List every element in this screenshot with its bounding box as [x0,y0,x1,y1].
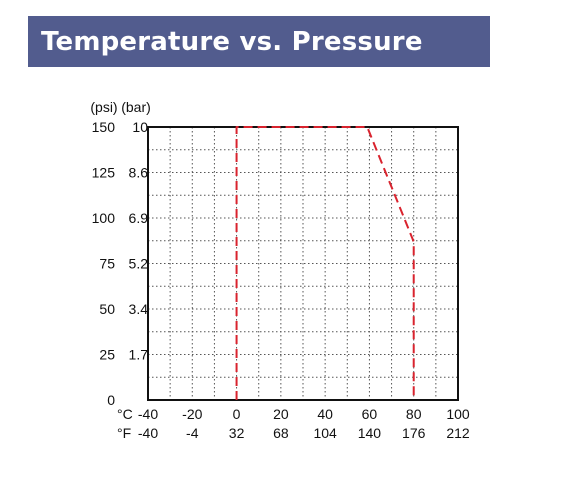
series-layer [235,126,415,400]
x-tick-label-fahrenheit: 68 [273,425,289,441]
y-tick-label-psi: 150 [92,119,116,135]
y-tick-label-psi: 125 [92,165,116,181]
x-tick-label-celsius: 0 [233,406,241,422]
x-tick-label-fahrenheit: -40 [138,425,158,441]
page-title: Temperature vs. Pressure [41,26,423,57]
label-layer: (psi) (bar)02550751001251501.73.45.26.98.… [90,99,470,441]
x-tick-label-fahrenheit: 104 [313,425,337,441]
x-tick-label-fahrenheit: 140 [358,425,382,441]
x-tick-label-celsius: 60 [362,406,378,422]
y-axis-unit-bar: (bar) [121,99,151,115]
x-tick-label-celsius: -20 [182,406,202,422]
y-tick-label-psi: 75 [99,256,115,272]
x-tick-label-celsius: -40 [138,406,158,422]
y-tick-label-bar: 1.7 [129,347,149,363]
x-tick-label-celsius: 20 [273,406,289,422]
grid-layer [148,127,458,400]
x-tick-label-fahrenheit: 32 [229,425,245,441]
y-tick-label-bar: 3.4 [129,301,149,317]
x-axis-unit-celsius: °C [117,406,133,422]
x-tick-label-celsius: 80 [406,406,422,422]
x-axis-unit-fahrenheit: °F [117,425,131,441]
pressure-boundary-line [235,126,415,400]
y-tick-label-psi: 25 [99,347,115,363]
x-tick-label-celsius: 100 [446,406,470,422]
y-tick-label-psi: 50 [99,301,115,317]
x-tick-label-celsius: 40 [317,406,333,422]
y-tick-label-psi: 100 [92,210,116,226]
x-tick-label-fahrenheit: 176 [402,425,426,441]
y-tick-label-bar: 6.9 [129,210,149,226]
y-tick-label-bar: 5.2 [129,256,149,272]
y-tick-label-bar: 10 [132,119,148,135]
title-banner: Temperature vs. Pressure [28,16,490,67]
y-axis-unit-psi: (psi) [90,99,117,115]
y-tick-label-bar: 8.6 [129,165,149,181]
y-tick-label-psi: 0 [107,392,115,408]
x-tick-label-fahrenheit: 212 [446,425,470,441]
x-tick-label-fahrenheit: -4 [186,425,199,441]
